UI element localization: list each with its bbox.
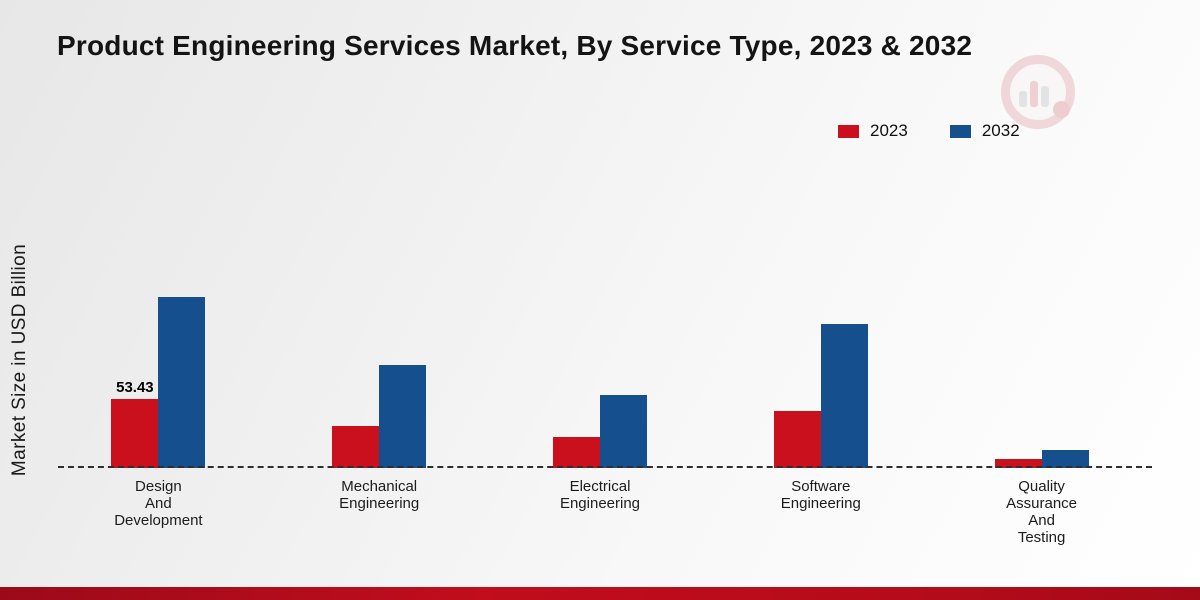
chart-title: Product Engineering Services Market, By … (57, 30, 973, 61)
category-label-mechanical-engineering: Mechanical Engineering (339, 478, 420, 512)
bar-wrap-2032-quality-assurance-and-testing (1041, 450, 1089, 468)
category-label-electrical-engineering: Electrical Engineering (559, 478, 641, 512)
bar-value-label: 53.43 (116, 379, 154, 396)
bar-wrap-2023-design-and-development: 53.43 (111, 379, 159, 468)
plot-area: 53.43 (48, 240, 1152, 468)
bar-group-mechanical-engineering (269, 240, 490, 468)
bar-wrap-2023-software-engineering (773, 411, 821, 468)
logo-bar-icon (1041, 86, 1049, 107)
legend-swatch-2032 (949, 124, 971, 138)
category-label-quality-assurance-and-testing: Quality Assurance And Testing (1006, 478, 1078, 546)
legend-item-2023: 2023 (838, 121, 908, 141)
bar-group-software-engineering (710, 240, 931, 468)
bar-2032-software-engineering (820, 324, 868, 468)
bar-2023-electrical-engineering (552, 437, 600, 468)
legend-swatch-2023 (838, 124, 859, 138)
bar-2032-quality-assurance-and-testing (1041, 450, 1089, 468)
bar-wrap-2032-mechanical-engineering (379, 365, 427, 468)
bar-wrap-2032-software-engineering (820, 324, 868, 468)
bar-2023-mechanical-engineering (332, 426, 380, 468)
bar-group-electrical-engineering (490, 240, 711, 468)
logo-ring-icon (1001, 55, 1075, 129)
y-axis-label: Market Size in USD Billion (9, 243, 30, 477)
logo-bar-icon (1030, 81, 1038, 107)
zero-baseline (58, 466, 1152, 468)
bar-group-quality-assurance-and-testing (931, 240, 1152, 468)
bar-2032-electrical-engineering (599, 395, 647, 468)
bar-groups-container: 53.43 (48, 240, 1152, 468)
brand-logo (995, 55, 1085, 129)
bar-wrap-2032-design-and-development (158, 297, 206, 468)
category-labels-row: Design And Development Mechanical Engineerin… (48, 478, 1152, 546)
bar-2032-design-and-development (158, 297, 206, 468)
legend-label-2023: 2023 (870, 121, 908, 140)
bar-2023-software-engineering (773, 411, 821, 468)
bar-group-design-and-development: 53.43 (48, 240, 269, 468)
bar-wrap-2023-quality-assurance-and-testing (994, 459, 1042, 468)
bar-wrap-2023-mechanical-engineering (332, 426, 380, 468)
bottom-accent-bar (0, 587, 1200, 600)
bar-2032-mechanical-engineering (379, 365, 427, 468)
category-label-design-and-development: Design And Development (114, 478, 203, 529)
logo-dot-icon (1053, 101, 1070, 118)
logo-bar-icon (1019, 91, 1027, 107)
bar-2023-design-and-development (111, 399, 159, 468)
legend-item-2032: 2032 (949, 121, 1020, 141)
legend-label-2032: 2032 (981, 121, 1020, 140)
bar-2023-quality-assurance-and-testing (994, 459, 1042, 468)
bar-wrap-2032-electrical-engineering (599, 395, 647, 468)
legend: 2023 2032 (838, 121, 1020, 141)
bar-wrap-2023-electrical-engineering (552, 437, 600, 468)
category-label-software-engineering: Software Engineering (780, 478, 861, 512)
